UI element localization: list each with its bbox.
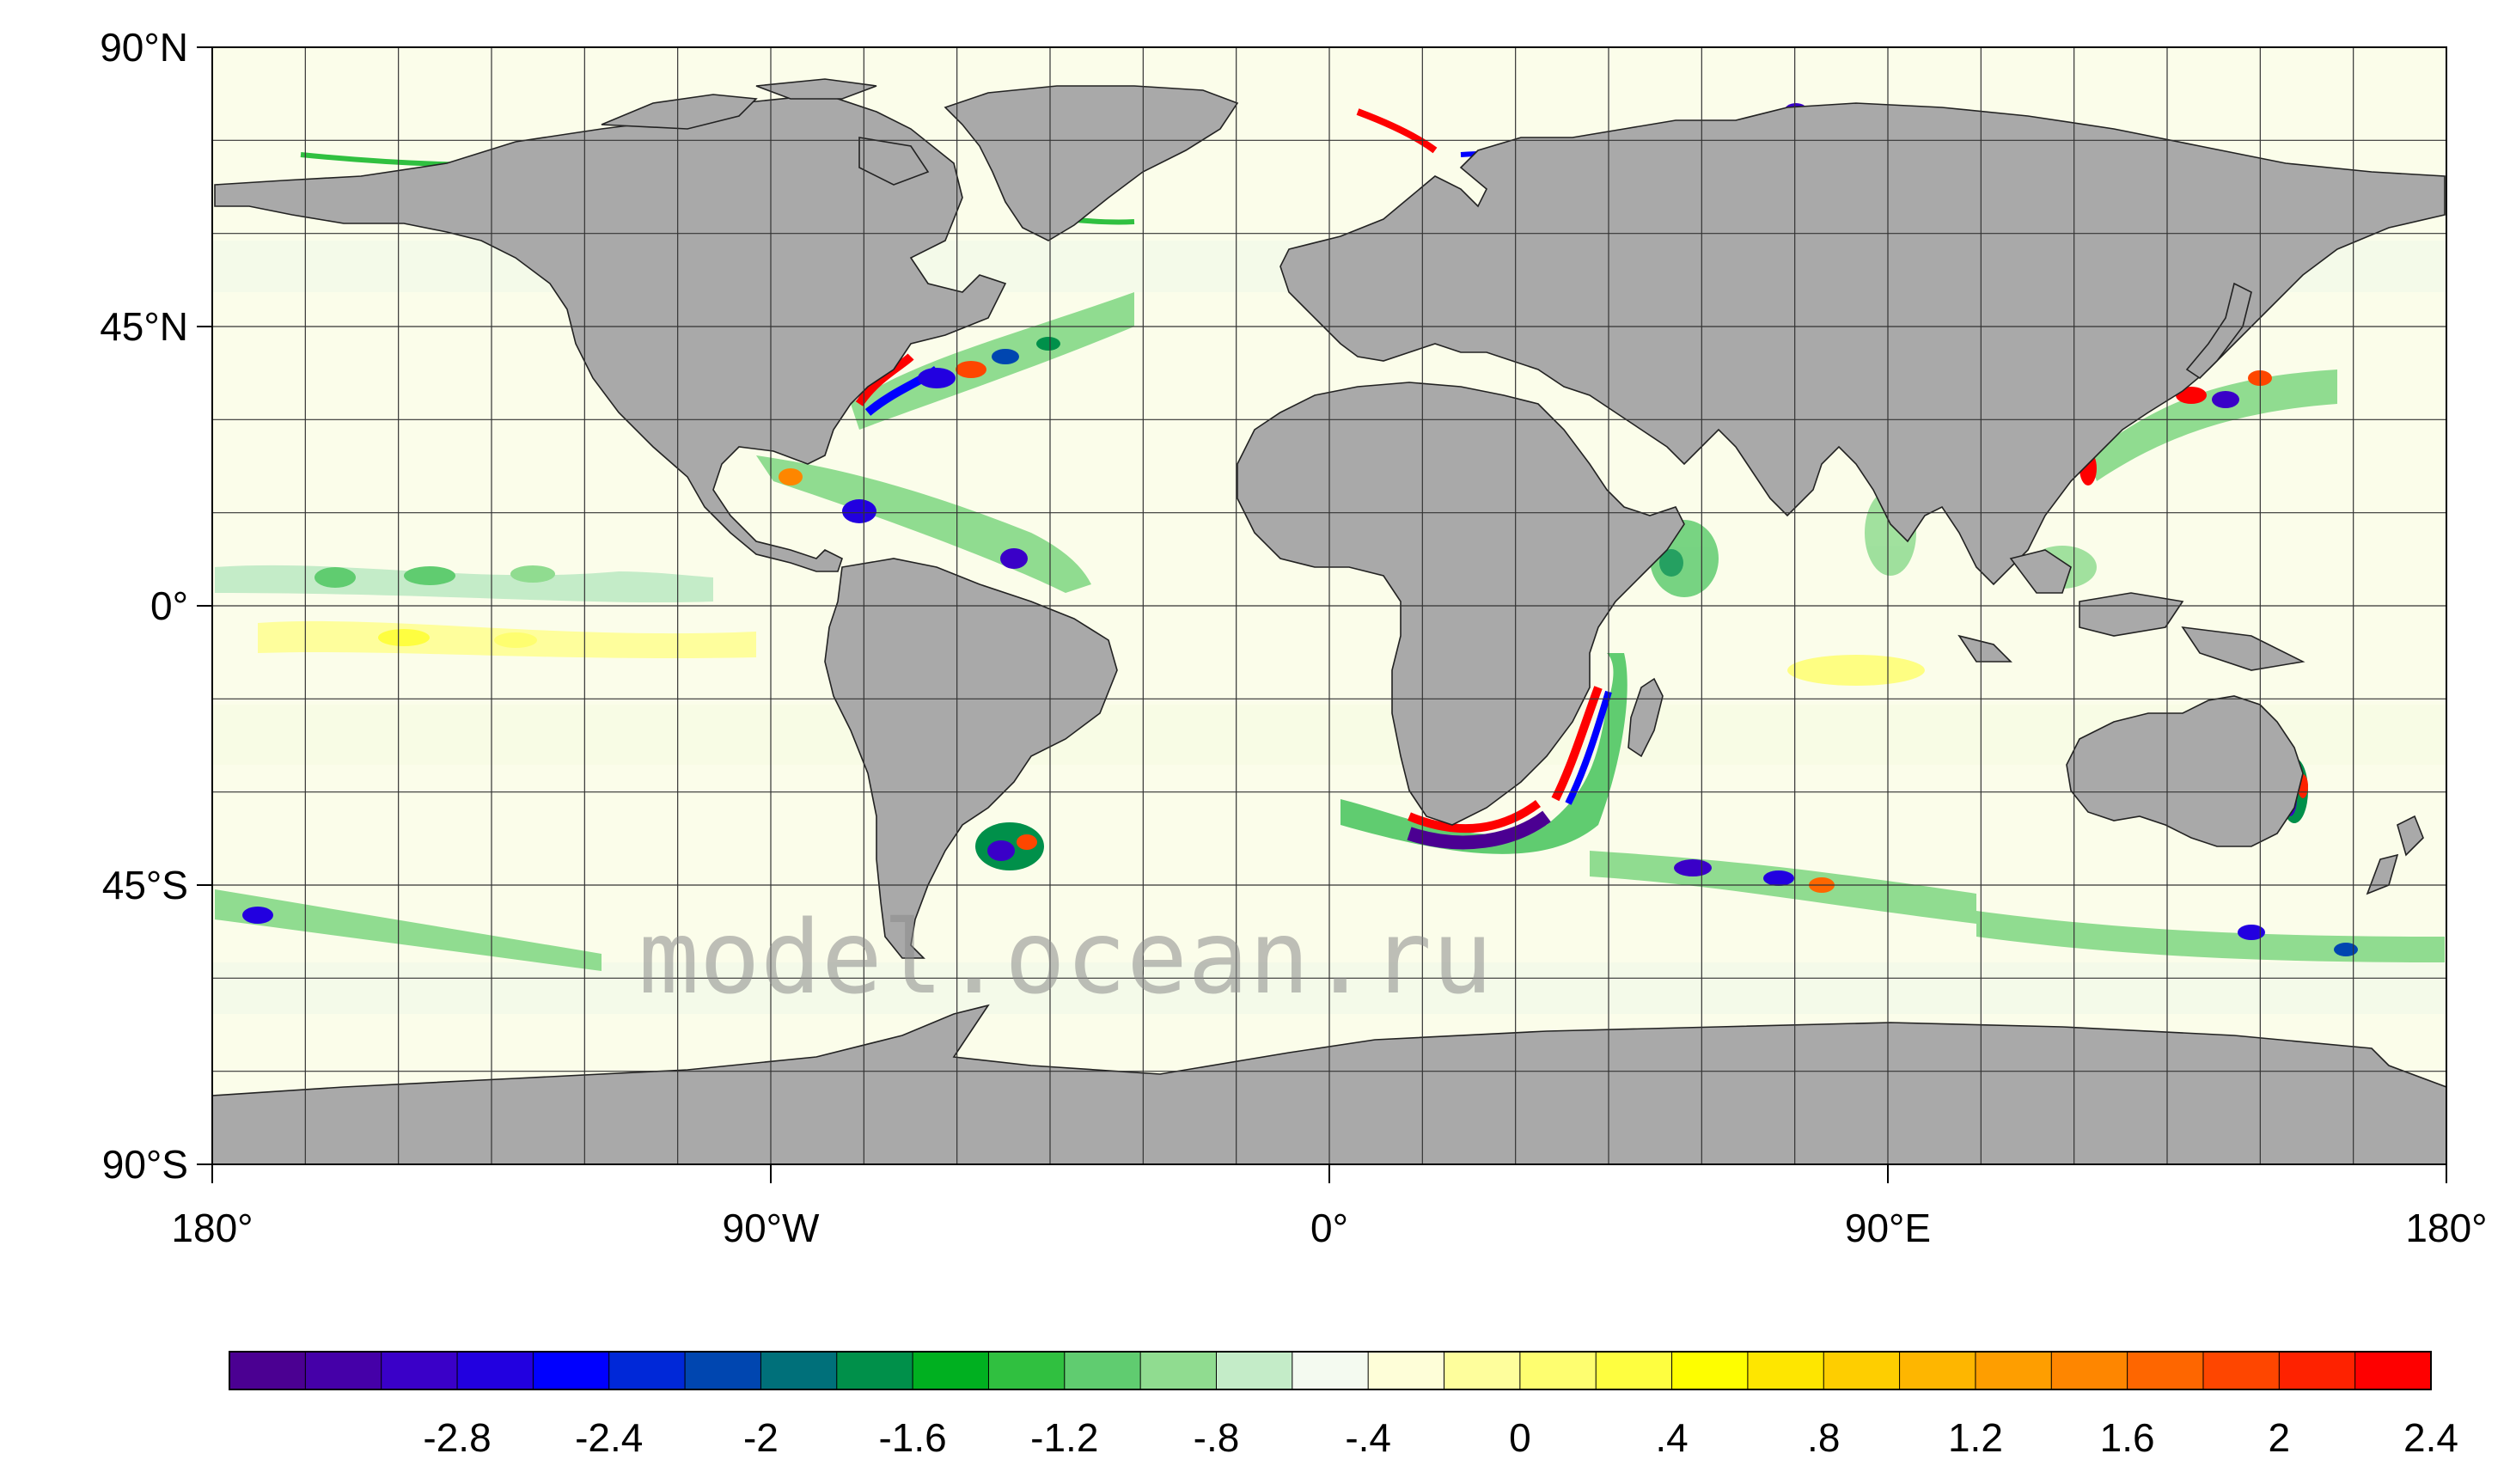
colorbar-swatch	[1367, 1351, 1445, 1390]
land-europe-asia	[1279, 102, 2446, 586]
lon-tick-label: 180°	[2405, 1206, 2487, 1250]
colorbar-label: -2	[743, 1415, 779, 1460]
colorbar-swatch	[1444, 1351, 1521, 1390]
lon-tick-label: 180°	[171, 1206, 253, 1250]
land-greenland	[944, 85, 1239, 241]
map-area: model.ocean.ru	[212, 47, 2446, 1164]
colorbar-swatch	[912, 1351, 990, 1390]
lon-tick-label: 0°	[1310, 1206, 1348, 1250]
colorbar-swatch	[760, 1351, 838, 1390]
colorbar-swatch	[1823, 1351, 1901, 1390]
colorbar-label: -.8	[1194, 1415, 1240, 1460]
colorbar-swatch	[229, 1351, 307, 1390]
colorbar-swatch	[1975, 1351, 2053, 1390]
colorbar-swatch	[456, 1351, 534, 1390]
colorbar-swatch	[2278, 1351, 2356, 1390]
colorbar-swatch	[684, 1351, 762, 1390]
land-arctic-islands	[601, 78, 930, 186]
colorbar-swatch	[1747, 1351, 1825, 1390]
latitude-axis: 90°N 45°N 0° 45°S 90°S	[100, 25, 212, 1187]
colorbar-label: 2.4	[2403, 1415, 2458, 1460]
lon-tick-label: 90°W	[723, 1206, 821, 1250]
colorbar-swatch	[2127, 1351, 2204, 1390]
brazil-malvinas-anomaly	[975, 822, 1044, 870]
colorbar-label: -1.6	[878, 1415, 946, 1460]
colorbar-label: 1.2	[1948, 1415, 2003, 1460]
colorbar-swatch	[1064, 1351, 1142, 1390]
land-australia	[2066, 695, 2304, 847]
colorbar-label: 2	[2269, 1415, 2291, 1460]
colorbar-label: 1.6	[2100, 1415, 2155, 1460]
colorbar-swatch	[2202, 1351, 2281, 1390]
colorbar-swatch	[1595, 1351, 1673, 1390]
longitude-axis: 180° 90°W 0° 90°E 180°	[171, 1164, 2488, 1250]
colorbar-swatch	[1671, 1351, 1749, 1390]
colorbar-swatch	[532, 1351, 610, 1390]
colorbar-swatch	[836, 1351, 914, 1390]
colorbar-swatch	[381, 1351, 459, 1390]
colorbar-frame	[229, 1351, 2432, 1390]
colorbar-swatch	[304, 1351, 382, 1390]
colorbar-swatch	[1899, 1351, 1976, 1390]
colorbar-swatch	[2050, 1351, 2128, 1390]
agulhas-anomaly	[1340, 653, 1976, 924]
colorbar-swatch	[987, 1351, 1066, 1390]
equatorial-pacific-anomaly	[215, 565, 756, 659]
lat-tick-label: 45°S	[102, 863, 188, 907]
land-north-america	[214, 94, 1007, 572]
colorbar-label: -.4	[1345, 1415, 1391, 1460]
colorbar-swatch	[1139, 1351, 1218, 1390]
colorbar-label: 0	[1509, 1415, 1531, 1460]
land-africa	[1237, 382, 1685, 826]
colorbar-swatch	[1292, 1351, 1370, 1390]
colorbar-label: -1.2	[1030, 1415, 1098, 1460]
colorbar-label: .4	[1655, 1415, 1688, 1460]
colorbar-swatch	[1215, 1351, 1293, 1390]
watermark: model.ocean.ru	[638, 898, 1493, 1017]
lat-tick-label: 45°N	[100, 304, 188, 349]
graticule	[212, 47, 2446, 1164]
lat-tick-label: 90°N	[100, 25, 188, 70]
colorbar: -2.8-2.4-2-1.6-1.2-.8-.40.4.81.21.622.42…	[229, 1351, 2458, 1460]
lon-tick-label: 90°E	[1845, 1206, 1931, 1250]
colorbar-label: .8	[1807, 1415, 1840, 1460]
land-southeast-asia-islands	[1957, 549, 2305, 671]
colorbar-label: -2.4	[575, 1415, 643, 1460]
lat-tick-label: 0°	[150, 583, 188, 628]
southern-ocean-anomaly	[215, 889, 2445, 971]
caribbean-anomaly	[756, 455, 1091, 593]
colorbar-swatch	[608, 1351, 687, 1390]
colorbar-swatch	[2354, 1351, 2433, 1390]
land-madagascar	[1628, 677, 1664, 758]
colorbar-swatch	[1519, 1351, 1597, 1390]
colorbar-label: -2.8	[423, 1415, 491, 1460]
lat-tick-label: 90°S	[102, 1142, 188, 1187]
